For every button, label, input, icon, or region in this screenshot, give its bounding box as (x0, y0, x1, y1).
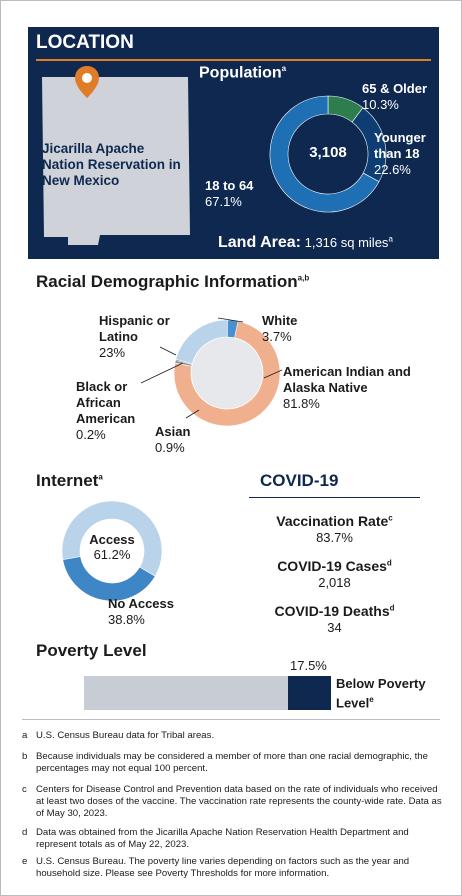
internet-title: Interneta (36, 471, 103, 490)
poverty-title: Poverty Level (36, 641, 147, 660)
new-mexico-map (42, 77, 190, 245)
footnote-d: d Data was obtained from the Jicarilla Ap… (22, 827, 409, 850)
label-american-indian-name: American Indian and Alaska Native (283, 364, 411, 395)
label-hispanic: Hispanic or Latino 23% (99, 313, 171, 361)
population-slice-18-to-64 (269, 95, 380, 213)
footnote-divider (22, 719, 440, 720)
poverty-bar-label: Below Poverty Levele (336, 676, 426, 711)
label-18-64: 18 to 64 67.1% (205, 178, 253, 210)
label-white: White 3.7% (262, 313, 297, 345)
land-area: Land Area: 1,316 sq milesa (218, 234, 393, 251)
internet-center (80, 519, 144, 583)
poverty-bar-track (84, 676, 288, 710)
internet-access-value: 61.2% (93, 547, 131, 562)
map-pin-icon (75, 66, 99, 98)
racial-title: Racial Demographic Informationa,b (36, 272, 310, 291)
internet-access-label: Access 61.2% (60, 532, 164, 562)
internet-no-access-label: No Access 38.8% (108, 596, 174, 628)
label-white-value: 3.7% (262, 329, 292, 344)
label-hispanic-name: Hispanic or Latino (99, 313, 170, 344)
label-younger-18: Younger than 18 22.6% (374, 130, 438, 178)
covid-divider (249, 497, 420, 498)
footnote-e: e U.S. Census Bureau. The poverty line va… (22, 856, 410, 879)
label-white-name: White (262, 313, 298, 328)
covid-title: COVID-19 (260, 471, 339, 490)
internet-access-name: Access (89, 532, 135, 547)
label-65-older-value: 10.3% (362, 97, 399, 112)
label-younger-18-name: Younger than 18 (374, 130, 426, 161)
label-asian-value: 0.9% (155, 440, 185, 455)
footnote-b: b Because individuals may be considered a… (22, 751, 428, 774)
covid-deaths: COVID-19 Deathsd 34 (274, 602, 395, 635)
label-american-indian-value: 81.8% (283, 396, 320, 411)
poverty-value-label: 17.5% (290, 658, 327, 673)
label-18-64-value: 67.1% (205, 194, 242, 209)
label-black: Black or African American 0.2% (76, 379, 150, 443)
population-donut-chart (269, 95, 387, 213)
label-younger-18-value: 22.6% (374, 162, 411, 177)
population-center (288, 114, 368, 194)
label-black-name: Black or African American (76, 379, 136, 426)
footnote-a: a U.S. Census Bureau data for Tribal area… (22, 730, 215, 741)
vaccination-rate: Vaccination Ratec 83.7% (276, 512, 393, 545)
label-hispanic-value: 23% (99, 345, 126, 360)
racial-center (191, 337, 263, 409)
internet-no-access-value: 38.8% (108, 612, 145, 627)
racial-donut-chart (173, 319, 281, 427)
internet-donut-chart (61, 500, 163, 602)
internet-slice-access (61, 500, 163, 577)
footnote-c: c Centers for Disease Control and Prevent… (22, 784, 442, 819)
location-divider (36, 59, 431, 61)
label-65-older-name: 65 & Older (362, 81, 428, 96)
reservation-label: Jicarilla Apache Nation Reservation in N… (42, 141, 181, 188)
label-black-value: 0.2% (76, 427, 106, 442)
location-title: LOCATION (36, 32, 134, 53)
label-american-indian: American Indian and Alaska Native 81.8% (283, 364, 433, 412)
internet-slice-no-access (62, 556, 156, 602)
label-asian-name: Asian (155, 424, 191, 439)
label-asian: Asian 0.9% (155, 424, 190, 456)
label-18-64-name: 18 to 64 (205, 178, 254, 193)
population-title: Populationa (199, 64, 287, 82)
label-65-older: 65 & Older 10.3% (362, 81, 427, 113)
internet-no-access-name: No Access (108, 596, 174, 611)
population-total: 3,108 (309, 144, 347, 161)
poverty-bar-fill (288, 676, 331, 710)
covid-cases: COVID-19 Casesd 2,018 (277, 557, 392, 590)
location-panel: LOCATION Jicarilla Apache Nation Reserva… (28, 27, 439, 259)
